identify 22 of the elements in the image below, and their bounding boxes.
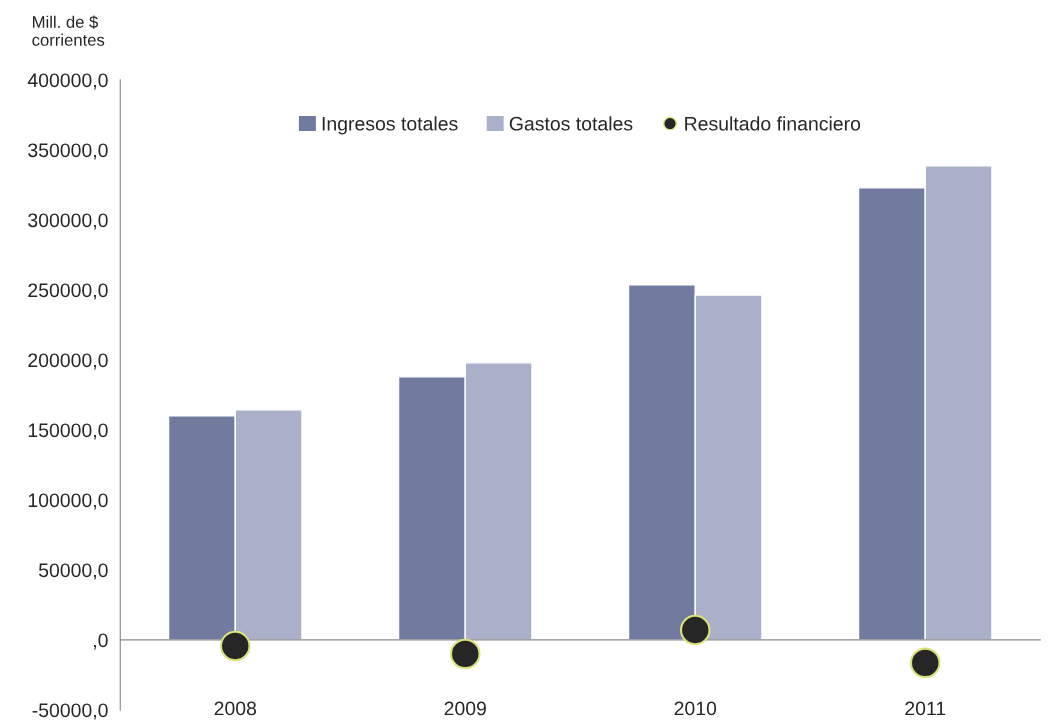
x-tick-label: 2010 bbox=[674, 701, 717, 716]
point bbox=[449, 638, 481, 670]
x-tick-label: 2009 bbox=[444, 701, 486, 716]
y-tick-label: ,0 bbox=[94, 633, 108, 650]
y-tick-label: 50000,0 bbox=[38, 563, 108, 580]
y-axis-title: Mill. de $ corrientes bbox=[32, 15, 105, 46]
point bbox=[909, 647, 941, 679]
y-tick-label: 300000,0 bbox=[28, 213, 108, 230]
y-tick-label: 250000,0 bbox=[28, 283, 108, 300]
legend-label: Gastos totales bbox=[509, 116, 633, 131]
y-tick-label: 150000,0 bbox=[28, 423, 108, 440]
y-tick-label: 200000,0 bbox=[28, 353, 108, 370]
point bbox=[679, 614, 711, 646]
legend-label: Resultado financiero bbox=[685, 116, 861, 131]
y-tick-label: -50000,0 bbox=[32, 703, 108, 720]
point bbox=[219, 630, 251, 662]
legend-label: Ingresos totales bbox=[322, 116, 458, 135]
x-tick-label: 2011 bbox=[905, 701, 946, 716]
y-tick-label: 350000,0 bbox=[28, 143, 108, 160]
y-tick-label: 400000,0 bbox=[27, 73, 108, 90]
x-tick-label: 2008 bbox=[214, 701, 257, 716]
y-tick-label: 100000,0 bbox=[28, 493, 108, 510]
